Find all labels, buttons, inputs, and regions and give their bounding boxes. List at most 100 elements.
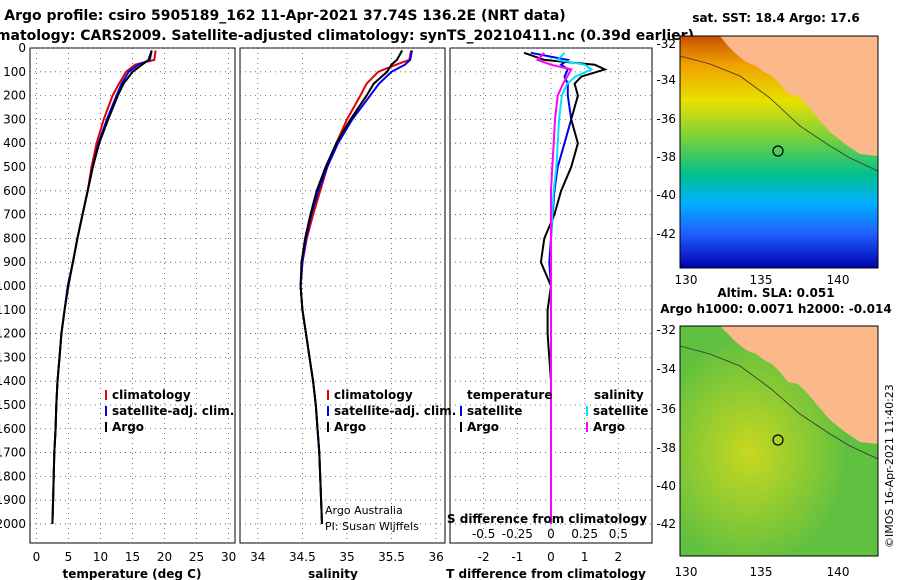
legend-swatch-argo	[327, 422, 329, 432]
depth-tick-label: 400	[3, 136, 26, 150]
sst-map-frame	[679, 35, 879, 269]
sla-xtick: 130	[675, 565, 698, 579]
x-tick-label: 2	[615, 550, 623, 564]
temperature-legend: climatology satellite-adj. clim. Argo	[105, 388, 234, 434]
depth-tick-label: 1800	[0, 469, 26, 483]
legend-label-sal-satellite: satellite	[593, 404, 648, 418]
sla-map-title: Altim. SLA: 0.051	[717, 286, 834, 300]
depth-tick-label: 100	[3, 65, 26, 79]
sla-ytick: -40	[656, 479, 676, 493]
depth-tick-label: 300	[3, 112, 26, 126]
series-line-temperature-argo	[523, 51, 608, 524]
x-tick-label: 34.5	[289, 550, 316, 564]
legend-label-satellite: satellite-adj. clim.	[334, 404, 456, 418]
series-line-argo	[299, 49, 404, 525]
depth-tick-label: 900	[3, 255, 26, 269]
sst-map	[680, 36, 878, 268]
depth-tick-label: 1600	[0, 422, 26, 436]
legend-swatch-climatology	[105, 390, 107, 400]
sla-xtick: 140	[827, 565, 850, 579]
sst-ytick: -36	[656, 112, 676, 126]
sla-map	[680, 326, 878, 556]
land-mass	[720, 36, 878, 156]
depth-tick-label: 700	[3, 208, 26, 222]
legend-label-argo: Argo	[334, 420, 366, 434]
legend-swatch-sal-argo	[586, 422, 588, 432]
top-x-tick-label: -0.25	[502, 527, 533, 541]
legend-heading-temperature: temperature	[467, 388, 552, 402]
sla-ytick: -38	[656, 441, 676, 455]
sst-ytick: -38	[656, 150, 676, 164]
land-mass	[720, 326, 878, 444]
x-tick-label: 15	[125, 550, 140, 564]
depth-tick-label: 500	[3, 160, 26, 174]
x-tick-label: 5	[65, 550, 73, 564]
salinity-xlabel: salinity	[308, 567, 358, 580]
x-tick-label: 36	[428, 550, 443, 564]
sla-ytick: -36	[656, 402, 676, 416]
series-line-salinity-satellite	[550, 52, 594, 524]
top-x-tick-label: 0.5	[609, 527, 628, 541]
axis-layer: 0100200300400500600700800900100011001200…	[0, 41, 628, 564]
figure-title: Argo profile: csiro 5905189_162 11-Apr-2…	[4, 8, 565, 24]
legend-swatch-sal-satellite	[586, 406, 588, 416]
x-tick-label: 0	[547, 550, 555, 564]
legend-label-temp-satellite: satellite	[467, 404, 522, 418]
depth-tick-label: 1900	[0, 493, 26, 507]
difference-top-axis-label: S difference from climatology	[447, 512, 647, 526]
depth-tick-label: 1000	[0, 279, 26, 293]
depth-tick-label: 2000	[0, 517, 26, 531]
legend-label-climatology: climatology	[334, 388, 413, 402]
x-tick-label: 35	[339, 550, 354, 564]
depth-tick-label: 1700	[0, 446, 26, 460]
legend-swatch-satellite	[327, 406, 329, 416]
sst-xtick: 130	[675, 273, 698, 287]
salinity-plot-frame	[239, 47, 446, 544]
sst-ytick: -42	[656, 227, 676, 241]
sst-ytick: -34	[656, 73, 676, 87]
x-tick-label: 34	[250, 550, 265, 564]
legend-swatch-satellite	[105, 406, 107, 416]
sla-map-frame	[679, 325, 879, 557]
sla-map-axes: -32 -34 -36 -38 -40 -42 130 135 140	[656, 323, 849, 579]
imos-credit: ©IMOS 16-Apr-2021 11:40:23	[883, 384, 896, 548]
top-x-tick-label: 0	[547, 527, 555, 541]
credit-org: Argo Australia	[325, 504, 403, 517]
legend-label-temp-argo: Argo	[467, 420, 499, 434]
legend-swatch-argo	[105, 422, 107, 432]
bathymetry-contour	[680, 345, 878, 460]
sla-ytick: -32	[656, 323, 676, 337]
line-layer	[51, 49, 608, 525]
sla-ytick: -42	[656, 517, 676, 531]
depth-tick-label: 0	[18, 41, 26, 55]
difference-xlabel: T difference from climatology	[446, 567, 646, 580]
legend-swatch-temp-argo	[460, 422, 462, 432]
x-tick-label: 10	[93, 550, 108, 564]
profile-location-marker	[772, 434, 784, 446]
x-tick-label: 25	[189, 550, 204, 564]
top-x-tick-label: 0.25	[571, 527, 598, 541]
legend-swatch-temp-satellite	[460, 406, 462, 416]
credit-pi: PI: Susan Wijffels	[325, 520, 419, 533]
depth-tick-label: 600	[3, 184, 26, 198]
sst-xtick: 140	[827, 273, 850, 287]
top-x-tick-label: -0.5	[472, 527, 495, 541]
profile-location-marker	[772, 145, 784, 157]
salinity-legend: climatology satellite-adj. clim. Argo Ar…	[325, 388, 456, 533]
sst-ytick: -40	[656, 188, 676, 202]
depth-tick-label: 200	[3, 89, 26, 103]
x-tick-label: 30	[221, 550, 236, 564]
legend-label-climatology: climatology	[112, 388, 191, 402]
legend-label-argo: Argo	[112, 420, 144, 434]
depth-tick-label: 1500	[0, 398, 26, 412]
sla-xtick: 135	[750, 565, 773, 579]
series-line-salinity-argo	[535, 52, 573, 524]
series-line-argo	[51, 50, 153, 525]
temperature-xlabel: temperature (deg C)	[63, 567, 202, 580]
legend-swatch-climatology	[327, 390, 329, 400]
sla-ytick: -34	[656, 362, 676, 376]
depth-tick-label: 800	[3, 231, 26, 245]
depth-tick-label: 1400	[0, 374, 26, 388]
x-tick-label: -1	[511, 550, 523, 564]
